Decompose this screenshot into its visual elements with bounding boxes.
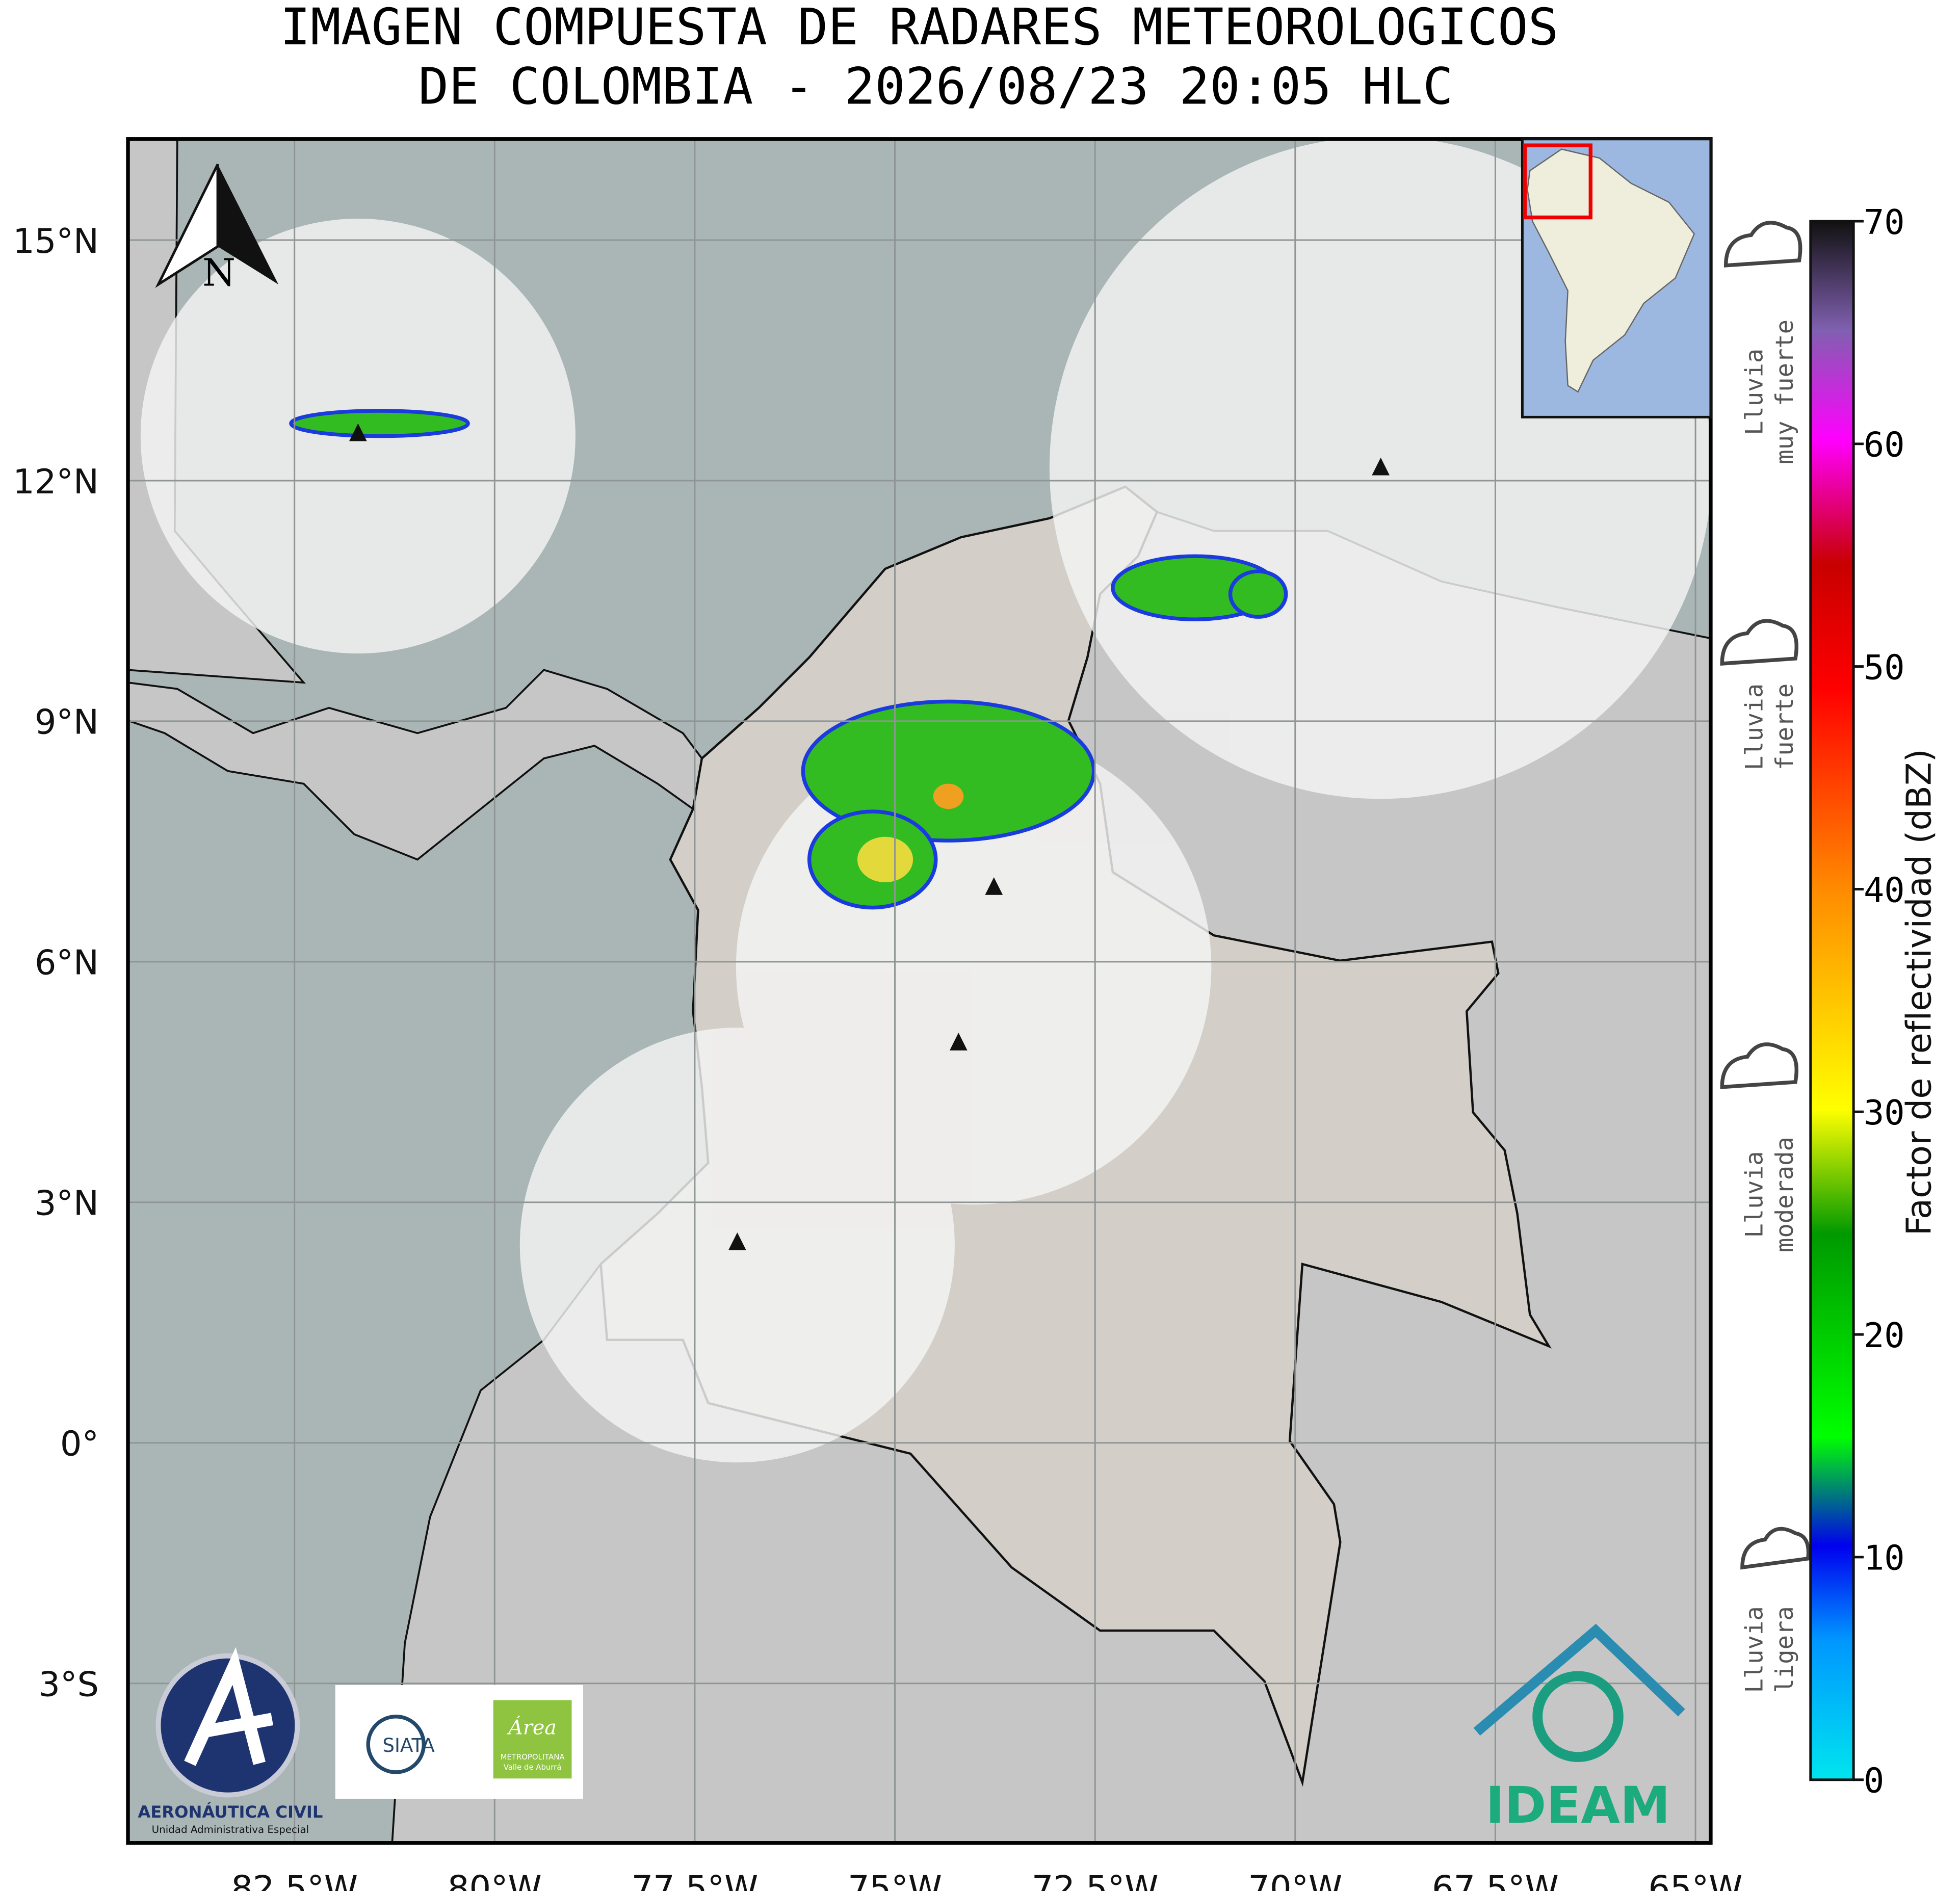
radar-site: [1372, 457, 1390, 476]
legend-label: Lluvia: [1741, 349, 1769, 435]
colorbar-tick-label: 0: [1864, 1761, 1884, 1801]
title-line: DE COLOMBIA - 2026/08/23 20:05 HLC: [419, 57, 1453, 116]
legend-label: Lluvia: [1741, 1606, 1769, 1693]
x-tick-label: 70°W: [1248, 1868, 1342, 1891]
echo: [1228, 569, 1288, 619]
cloud: [1740, 1527, 1811, 1570]
logo-text: IDEAM: [1485, 1776, 1670, 1835]
legend-label: moderada: [1771, 1137, 1799, 1252]
logo-text: SIATA: [382, 1734, 435, 1756]
radar-site: [985, 877, 1003, 895]
siata-logo: SIATA Área METROPOLITANA Valle de Aburrá: [335, 1685, 583, 1799]
map-frame: [126, 137, 1713, 1845]
colorbar-tick-label: 20: [1864, 1316, 1905, 1355]
radar-sites: [349, 423, 1390, 1250]
aerocivil-logo: AERONÁUTICA CIVIL Unidad Administrativa …: [138, 1647, 323, 1835]
y-tick-label: 9°N: [35, 702, 99, 742]
inset-highlight: [1523, 143, 1593, 220]
title-line: IMAGEN COMPUESTA DE RADARES METEOROLOGIC…: [280, 0, 1558, 57]
cloud: [1723, 221, 1802, 268]
logo-box: [493, 1700, 572, 1779]
map: [128, 139, 1711, 1843]
logo-mark: [184, 1647, 273, 1766]
colorbar-tick-label: 30: [1864, 1093, 1905, 1133]
x-tick-label: 77.5°W: [632, 1868, 759, 1891]
logo-text: Área: [506, 1715, 557, 1739]
colorbar-tick-label: 60: [1864, 425, 1905, 465]
colorbar-tick-label: 10: [1864, 1538, 1905, 1578]
legend-label: Lluvia: [1741, 1151, 1769, 1238]
colorbar-ticks: 0 10 20 30 40 50 60 70: [1853, 202, 1905, 1801]
legend-label: Lluvia: [1741, 684, 1769, 770]
radar-site: [728, 1232, 746, 1250]
x-tick-label: 80°W: [448, 1868, 542, 1891]
legend-label: muy fuerte: [1771, 320, 1799, 464]
ideam-logo: IDEAM: [1473, 1623, 1685, 1835]
radar-site: [349, 423, 367, 441]
colorbar-tick-label: 70: [1864, 202, 1905, 242]
logo-swirl: [1532, 1671, 1624, 1763]
inset-map: [1521, 138, 1712, 418]
colorbar-label: Factor de reflectividad (dBZ): [1899, 749, 1939, 1236]
legend-icon: [1720, 221, 1811, 1570]
logo-text: Unidad Administrativa Especial: [152, 1824, 309, 1835]
x-tick-label: 75°W: [848, 1868, 942, 1891]
graticule: [128, 139, 1711, 1843]
x-tick-label: 67.5°W: [1432, 1868, 1559, 1891]
south-america: [1527, 148, 1695, 393]
y-tick-label: 3°S: [38, 1665, 99, 1704]
echo: [801, 699, 1096, 843]
precipitation: [289, 409, 1288, 910]
cloud: [1720, 1042, 1798, 1089]
echo: [857, 836, 913, 883]
north-label: N: [202, 250, 236, 295]
colorbar-tick-label: 50: [1864, 647, 1905, 687]
legend-label: ligera: [1771, 1606, 1799, 1693]
y-tick-label: 3°N: [35, 1184, 99, 1223]
logo-mark: [366, 1715, 426, 1774]
logo-text: Valle de Aburrá: [504, 1763, 562, 1772]
echo: [933, 783, 964, 809]
colorbar: [1809, 220, 1855, 1781]
x-tick-label: 65°W: [1649, 1868, 1743, 1891]
y-tick-label: 6°N: [35, 943, 99, 983]
y-tick-label: 0°: [60, 1424, 99, 1464]
radar-site: [949, 1033, 968, 1050]
x-tick-label: 72.5°W: [1032, 1868, 1159, 1891]
x-tick-label: 82.5°W: [231, 1868, 358, 1891]
y-tick-label: 15°N: [13, 221, 99, 261]
logo-text: AERONÁUTICA CIVIL: [138, 1802, 323, 1822]
logo-roof: [1473, 1623, 1685, 1736]
legend-label: fuerte: [1771, 684, 1799, 770]
y-tick-label: 12°N: [13, 462, 99, 502]
colorbar-tick-label: 40: [1864, 870, 1905, 910]
cloud: [1720, 619, 1798, 666]
echo: [289, 409, 470, 438]
logo-text: METROPOLITANA: [501, 1752, 565, 1762]
